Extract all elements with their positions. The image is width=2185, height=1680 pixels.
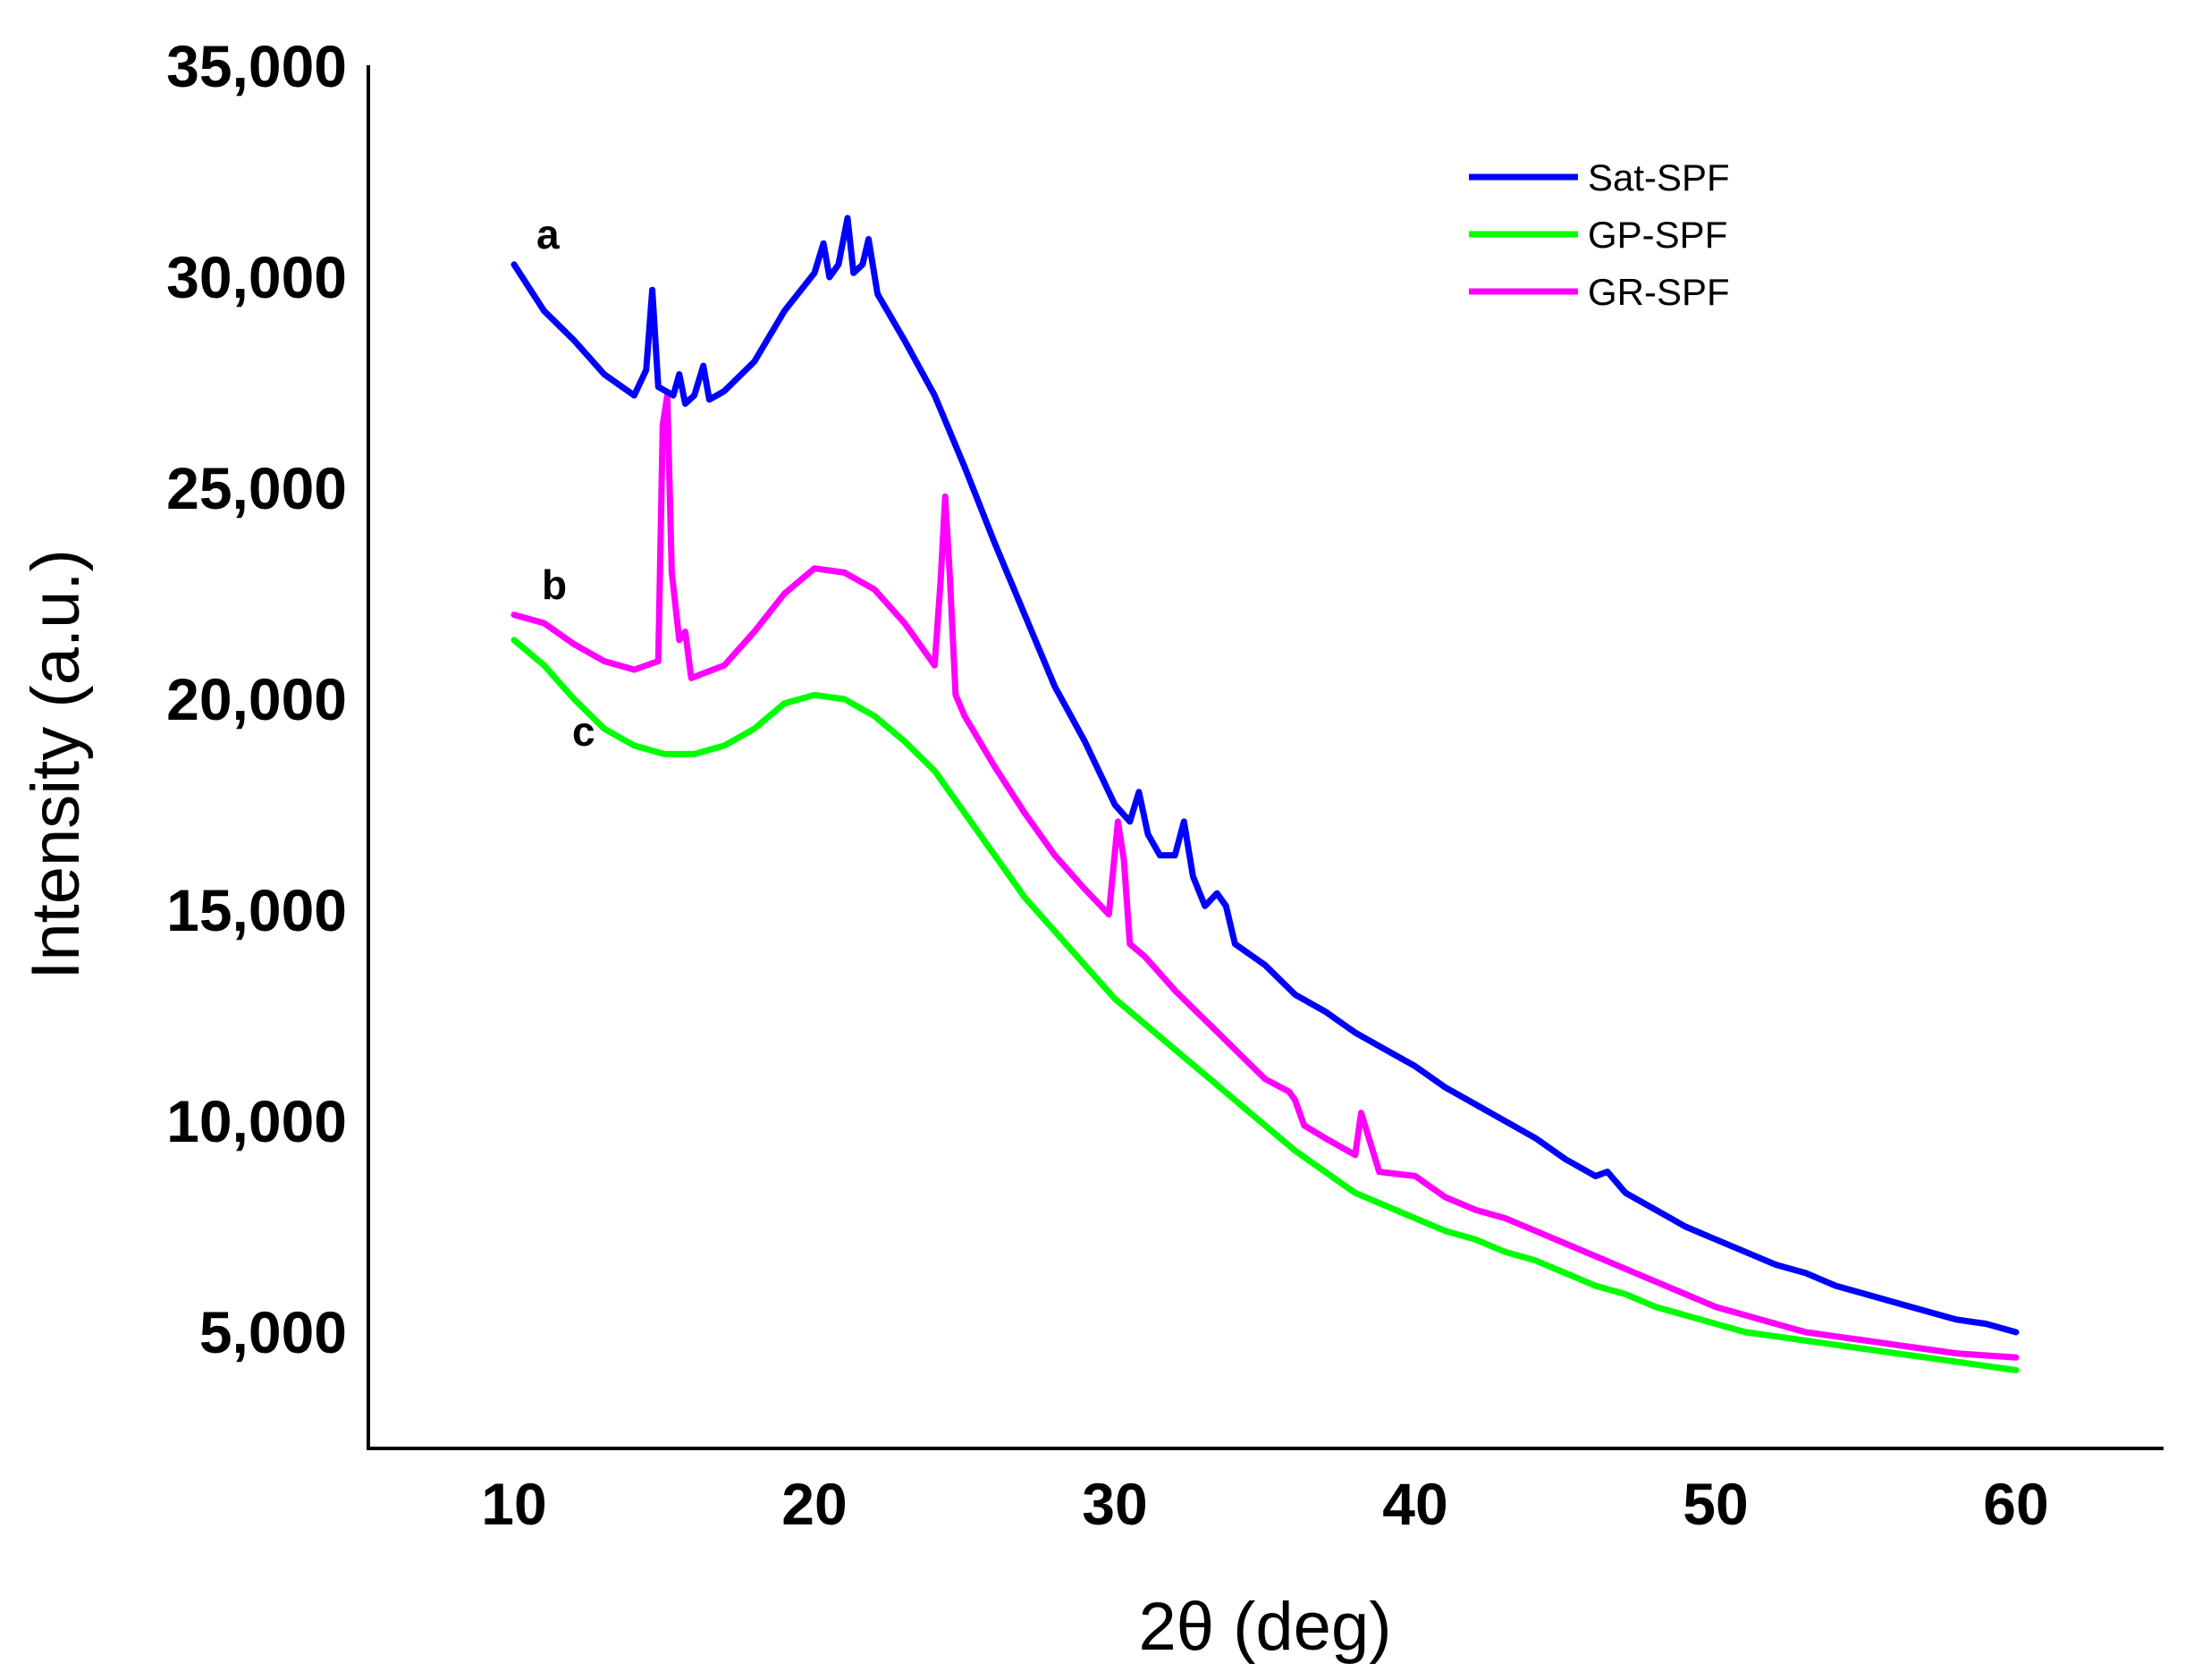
legend: Sat-SPF GP-SPF GR-SPF	[1469, 156, 1730, 313]
y-tick-label: 20,000	[166, 666, 347, 732]
x-tick-label: 20	[781, 1471, 847, 1537]
x-tick-label: 60	[1983, 1471, 2048, 1537]
axes	[367, 65, 2164, 1450]
curve-label-b: b	[542, 561, 567, 608]
x-tick-label: 40	[1382, 1471, 1447, 1537]
legend-label-gp-spf: GP-SPF	[1588, 214, 1727, 256]
x-tick-label: 30	[1082, 1471, 1147, 1537]
y-tick-label: 30,000	[166, 244, 347, 310]
y-tick-label: 25,000	[166, 455, 347, 521]
y-tick-label: 10,000	[166, 1088, 347, 1154]
curve-label-c: c	[572, 708, 595, 755]
x-tick-label: 10	[481, 1471, 546, 1537]
legend-label-sat-spf: Sat-SPF	[1588, 156, 1730, 198]
series-layer	[510, 215, 2020, 1373]
curve-labels: a c b	[536, 211, 595, 755]
series-line-gr-spf	[510, 392, 2020, 1361]
curve-label-a: a	[536, 211, 560, 257]
y-tick-labels: 5,000 10,000 15,000 20,000 25,000 30,000 35,00…	[166, 33, 347, 1365]
legend-label-gr-spf: GR-SPF	[1588, 271, 1730, 313]
x-axis-title: 2θ (deg)	[1138, 1589, 1391, 1665]
y-tick-label: 35,000	[166, 33, 347, 99]
y-tick-label: 15,000	[166, 877, 347, 943]
x-tick-labels: 10 20 30 40 50 60	[481, 1471, 2048, 1537]
y-axis-title: Intensity (a.u.)	[18, 549, 94, 980]
series-line-gp-spf	[510, 637, 2020, 1373]
y-tick-label: 5,000	[199, 1299, 347, 1365]
series-line-sat-spf	[510, 215, 2020, 1336]
x-tick-label: 50	[1683, 1471, 1748, 1537]
